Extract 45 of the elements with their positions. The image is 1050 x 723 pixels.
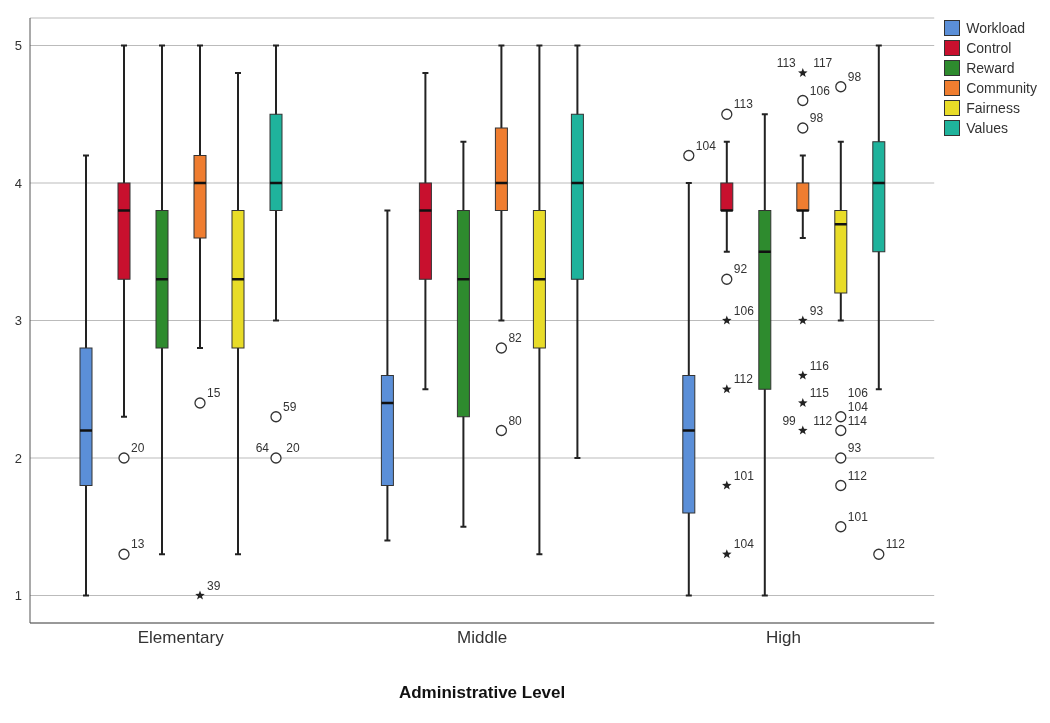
y-tick-label: 2	[14, 450, 22, 466]
annotation: 106	[733, 303, 755, 318]
y-tick-label: 4	[14, 175, 22, 191]
annotation: 93	[847, 441, 862, 455]
legend-label: Reward	[966, 60, 1015, 76]
annotation: 80	[508, 413, 523, 428]
annotation: 15	[207, 386, 221, 400]
annotation: 112	[847, 468, 868, 483]
x-axis-title: Administrative Level	[398, 683, 566, 702]
annotation: 39	[207, 578, 221, 593]
x-tick-label: High	[766, 628, 801, 648]
annotation: 13	[131, 537, 145, 552]
annotation: 98	[809, 111, 824, 125]
annotation: 92	[733, 262, 748, 277]
annotation: 101	[847, 509, 869, 524]
annotation: 115	[809, 386, 830, 400]
annotation: 20	[131, 441, 145, 455]
annotation: 106	[809, 83, 831, 98]
annotation: 104	[733, 537, 755, 552]
annotation: 112	[733, 372, 754, 387]
y-tick-label: 5	[14, 38, 22, 54]
annotation: 104	[695, 138, 717, 153]
text: 112	[885, 537, 905, 552]
legend-label: Control	[966, 40, 1012, 56]
annotation: 116	[809, 358, 830, 373]
annotation: 93	[809, 303, 824, 318]
annotation: 113	[733, 97, 754, 112]
legend-label: Community	[966, 80, 1037, 96]
annotation: 106 104	[847, 385, 869, 414]
text: 64 20	[255, 441, 300, 455]
text: 99	[782, 413, 796, 428]
x-tick-label: Middle	[457, 628, 508, 648]
text: 113 117	[776, 56, 833, 70]
legend-label: Fairness	[966, 100, 1020, 116]
annotation: 98	[847, 69, 862, 84]
legend-label: Values	[966, 120, 1008, 136]
annotation: 82	[508, 331, 523, 345]
y-tick-label: 1	[14, 588, 22, 604]
annotation: 114	[847, 413, 868, 428]
annotation: 112	[809, 413, 833, 428]
annotation: 59	[283, 399, 297, 414]
x-tick-label: Elementary	[137, 628, 225, 648]
annotation: 101	[733, 468, 755, 483]
legend-label: Workload	[966, 20, 1026, 36]
y-tick-label: 3	[14, 313, 22, 329]
